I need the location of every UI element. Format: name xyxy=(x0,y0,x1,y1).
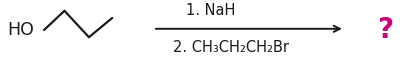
Text: HO: HO xyxy=(7,21,34,39)
Text: ?: ? xyxy=(377,16,394,44)
Text: 2. CH₃CH₂CH₂Br: 2. CH₃CH₂CH₂Br xyxy=(173,40,289,56)
Text: 1. NaH: 1. NaH xyxy=(186,3,235,18)
